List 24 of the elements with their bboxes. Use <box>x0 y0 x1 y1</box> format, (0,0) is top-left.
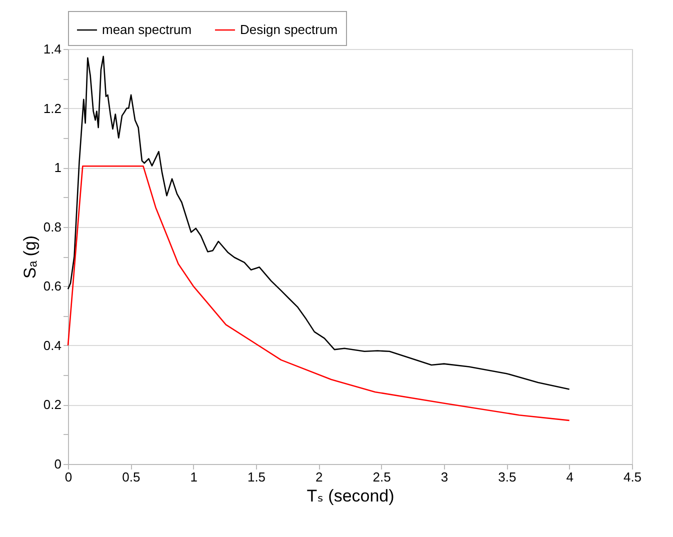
line-series <box>67 56 570 390</box>
y-tick-label: 0 <box>54 456 62 472</box>
y-tick-label: 0.2 <box>43 397 62 412</box>
legend-label: mean spectrum <box>102 22 192 37</box>
x-tick-label: 0.5 <box>122 470 140 484</box>
y-axis-title: Sₐ (g) <box>20 235 40 279</box>
x-tick-label: 4.5 <box>623 470 642 484</box>
x-tick-label: 2 <box>316 470 323 484</box>
x-axis-title: Tₛ (second) <box>306 486 394 506</box>
y-tick-label: 0.4 <box>43 338 62 353</box>
y-tick-label: 0.6 <box>43 278 62 294</box>
legend-label: Design spectrum <box>240 22 338 37</box>
y-tick-label: 1 <box>54 160 62 176</box>
y-tick-label: 1.2 <box>43 100 62 116</box>
y-tick-label: 1.4 <box>43 42 62 56</box>
x-tick-label: 1.5 <box>247 470 266 484</box>
x-tick-label: 3 <box>440 470 448 484</box>
x-tick-label: 3.5 <box>498 470 516 484</box>
line-series <box>67 165 570 422</box>
x-tick-label: 0 <box>64 470 72 484</box>
x-tick-label: 1 <box>190 470 198 484</box>
x-tick-label: 4 <box>566 470 574 484</box>
x-tick-label: 2.5 <box>372 470 391 484</box>
y-tick-label: 0.8 <box>43 219 62 234</box>
